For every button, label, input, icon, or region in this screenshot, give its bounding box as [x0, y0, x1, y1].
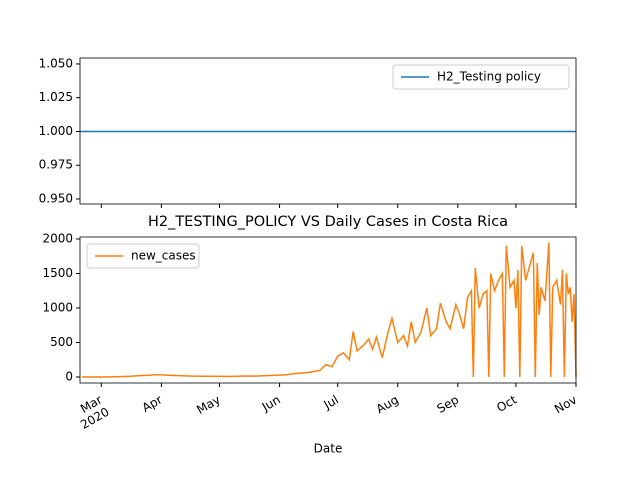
legend-label: H2_Testing policy	[437, 70, 541, 84]
y-tick-label: 2000	[42, 232, 73, 246]
x-tick-label: Jul	[321, 393, 341, 413]
series-line	[81, 242, 577, 378]
x-axis-label: Date	[314, 442, 343, 456]
legend-label: new_cases	[131, 249, 196, 263]
y-tick-label: 1000	[42, 300, 73, 314]
y-tick-label: 1.025	[39, 90, 73, 104]
y-tick-label: 1500	[42, 266, 73, 280]
chart-title: H2_TESTING_POLICY VS Daily Cases in Cost…	[148, 214, 508, 230]
y-tick-label: 0.975	[39, 158, 73, 172]
y-tick-label: 1.050	[39, 56, 73, 70]
y-tick-label: 1.000	[39, 124, 73, 138]
legend-box	[392, 64, 570, 90]
y-tick-label: 0.950	[39, 192, 73, 206]
legend-box	[86, 243, 200, 269]
y-tick-label: 0	[65, 369, 73, 383]
axes-frame	[79, 236, 577, 384]
axes-frame	[79, 57, 577, 205]
y-tick-label: 500	[50, 335, 73, 349]
